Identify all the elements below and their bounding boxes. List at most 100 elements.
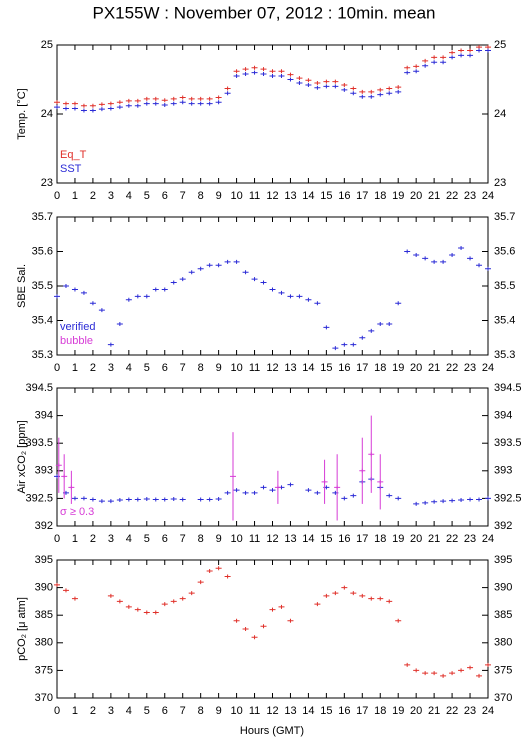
data-point	[233, 259, 240, 264]
x-tick-label: 20	[410, 705, 422, 717]
data-point	[62, 284, 69, 288]
data-point	[323, 325, 330, 330]
x-tick-label: 0	[54, 362, 60, 374]
data-point	[116, 599, 123, 604]
x-tick-label: 22	[446, 190, 458, 202]
data-point	[278, 604, 285, 609]
x-tick-label: 9	[216, 362, 222, 374]
data-point	[458, 48, 465, 53]
x-tick-label: 8	[198, 705, 204, 717]
x-tick-label: 22	[446, 533, 458, 545]
data-point	[413, 668, 420, 673]
x-tick-label: 22	[446, 705, 458, 717]
data-point	[485, 266, 491, 271]
data-point	[179, 95, 186, 100]
y-tick-label: 375	[35, 664, 53, 676]
y-tick-label: 24	[41, 108, 53, 120]
x-tick-label: 10	[230, 533, 242, 545]
data-point	[152, 497, 159, 502]
x-tick-label: 9	[216, 533, 222, 545]
legend-entry: bubble	[60, 335, 93, 347]
data-point	[350, 591, 357, 596]
y-tick-label: 385	[494, 609, 512, 621]
data-point	[431, 55, 438, 60]
data-point	[305, 83, 312, 88]
data-point	[269, 69, 276, 74]
x-tick-label: 19	[392, 362, 404, 374]
data-point	[314, 602, 321, 607]
data-point	[350, 91, 357, 96]
x-tick-label: 3	[108, 705, 114, 717]
data-point	[134, 497, 141, 502]
data-point	[233, 69, 240, 74]
x-tick-label: 15	[320, 362, 332, 374]
data-point	[368, 596, 375, 601]
data-point	[485, 662, 491, 667]
x-tick-label: 0	[54, 190, 60, 202]
x-tick-label: 17	[356, 190, 368, 202]
data-point	[89, 497, 96, 502]
x-tick-label: 6	[162, 362, 168, 374]
data-point	[62, 101, 69, 106]
x-tick-label: 10	[230, 705, 242, 717]
x-tick-label: 21	[428, 190, 440, 202]
data-point	[368, 452, 375, 457]
data-point	[179, 277, 186, 282]
x-tick-label: 10	[230, 190, 242, 202]
x-tick-label: 1	[72, 362, 78, 374]
x-tick-label: 14	[302, 362, 314, 374]
x-tick-label: 1	[72, 190, 78, 202]
data-point	[197, 266, 204, 271]
data-point	[350, 342, 357, 347]
x-tick-label: 8	[198, 362, 204, 374]
data-point	[215, 496, 222, 501]
data-point	[404, 65, 411, 70]
data-point	[224, 91, 231, 96]
data-point	[251, 635, 258, 640]
data-point	[377, 479, 384, 484]
y-tick-label: 393	[494, 465, 512, 477]
data-point	[71, 287, 78, 292]
y-tick-label: 35.3	[32, 349, 53, 361]
data-point	[233, 618, 240, 623]
x-tick-label: 10	[230, 362, 242, 374]
y-tick-label: 23	[494, 177, 506, 189]
data-point	[341, 585, 348, 590]
plot-frame	[56, 387, 489, 527]
data-point	[440, 499, 447, 504]
data-point	[54, 582, 60, 587]
y-tick-label: 35.4	[32, 314, 53, 326]
data-point	[80, 103, 87, 108]
x-tick-label: 12	[266, 705, 278, 717]
y-tick-label: 375	[494, 664, 512, 676]
data-point	[467, 256, 474, 261]
x-tick-label: 4	[126, 362, 132, 374]
data-point	[440, 55, 447, 60]
data-point	[224, 86, 231, 91]
y-tick-label: 35.5	[32, 280, 53, 292]
data-point	[242, 67, 249, 72]
data-point	[368, 89, 375, 94]
data-point	[359, 593, 366, 598]
data-point	[449, 252, 456, 257]
data-point	[440, 673, 447, 678]
x-tick-label: 8	[198, 190, 204, 202]
x-tick-label: 7	[180, 362, 186, 374]
y-tick-label: 380	[494, 637, 512, 649]
x-tick-label: 0	[54, 705, 60, 717]
x-axis-label: Hours (GMT)	[240, 725, 304, 737]
x-tick-label: 23	[464, 362, 476, 374]
data-point	[125, 103, 132, 108]
x-tick-label: 12	[266, 362, 278, 374]
y-tick-label: 370	[494, 692, 512, 704]
data-point	[71, 106, 78, 111]
y-tick-label: 392.5	[494, 492, 522, 504]
x-tick-label: 14	[302, 533, 314, 545]
data-point	[71, 496, 78, 501]
data-point	[206, 101, 213, 106]
data-point	[287, 77, 294, 82]
data-point	[485, 496, 491, 501]
data-point	[278, 69, 285, 74]
data-point	[386, 599, 393, 604]
